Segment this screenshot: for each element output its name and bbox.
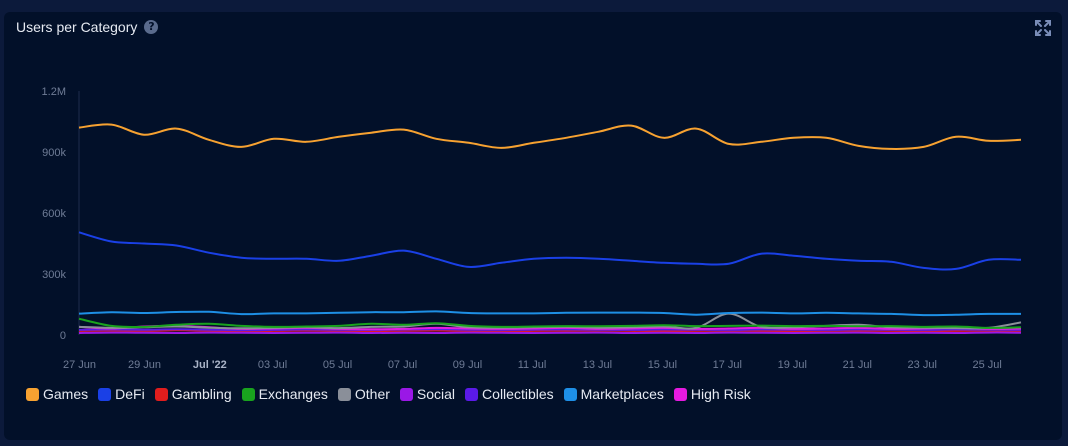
chart-title: Users per Category [16,19,138,35]
legend-swatch [241,387,255,401]
x-tick-label: 11 Jul [518,359,547,371]
legend-label: Exchanges [258,386,328,402]
y-tick-label: 300k [42,269,66,281]
x-tick-label: 17 Jul [713,359,742,371]
chart-axes: 0 300k 600k 900k 1.2M 27 Jun 29 Jun Jul '22 03 J… [42,86,1002,371]
chart-legend: Games DeFi Gambling Exchanges Other Social Col… [26,386,761,402]
legend-label: Gambling [171,386,232,402]
y-tick-label: 1.2M [42,86,66,98]
series-layer [78,123,1022,334]
x-tick-label: 13 Jul [583,359,612,371]
x-tick-label: 19 Jul [778,359,807,371]
x-tick-label: 21 Jul [843,359,872,371]
legend-label: High Risk [690,386,751,402]
legend-item-social[interactable]: Social [399,386,456,402]
x-tick-label: 15 Jul [648,359,677,371]
legend-swatch [673,387,687,401]
series-line-games[interactable] [78,123,1022,150]
series-line-marketplaces[interactable] [78,310,1022,317]
legend-label: Collectibles [482,386,554,402]
legend-item-defi[interactable]: DeFi [98,386,145,402]
y-tick-label: 0 [60,330,66,342]
legend-swatch [154,387,168,401]
legend-item-gambling[interactable]: Gambling [154,386,232,402]
legend-label: Social [416,386,456,402]
legend-swatch [98,387,112,401]
legend-swatch [399,387,413,401]
chart-header: Users per Category ? [16,19,159,35]
legend-item-other[interactable]: Other [337,386,390,402]
legend-label: Other [354,386,390,402]
x-tick-label: Jul '22 [193,359,227,371]
x-tick-label: 03 Jul [258,359,287,371]
legend-item-collectibles[interactable]: Collectibles [465,386,554,402]
legend-swatch [465,387,479,401]
legend-swatch [337,387,351,401]
question-circle-icon[interactable]: ? [144,20,159,34]
series-line-defi[interactable] [78,231,1022,271]
legend-swatch [563,387,577,401]
legend-item-exchanges[interactable]: Exchanges [241,386,328,402]
x-tick-label: 23 Jul [908,359,937,371]
expand-icon[interactable] [1034,19,1052,37]
chart-card [4,12,1062,440]
legend-label: Marketplaces [580,386,664,402]
x-tick-label: 27 Jun [63,359,96,371]
series-line-collectibles[interactable] [78,328,1022,332]
series-line-exchanges[interactable] [78,317,1022,329]
y-tick-label: 900k [42,147,66,159]
x-tick-label: 25 Jul [973,359,1002,371]
y-tick-label: 600k [42,208,66,220]
legend-item-games[interactable]: Games [26,386,88,402]
legend-swatch [26,387,39,401]
legend-item-marketplaces[interactable]: Marketplaces [563,386,664,402]
series-line-gambling[interactable] [78,329,1022,333]
x-tick-label: 07 Jul [388,359,417,371]
legend-label: DeFi [115,386,145,402]
legend-item-high-risk[interactable]: High Risk [673,386,751,402]
legend-label: Games [43,386,89,402]
line-chart: 0 300k 600k 900k 1.2M 27 Jun 29 Jun Jul '22 03 J… [42,86,1022,371]
x-tick-label: 29 Jun [128,359,161,371]
x-tick-label: 05 Jul [323,359,352,371]
x-tick-label: 09 Jul [453,359,482,371]
